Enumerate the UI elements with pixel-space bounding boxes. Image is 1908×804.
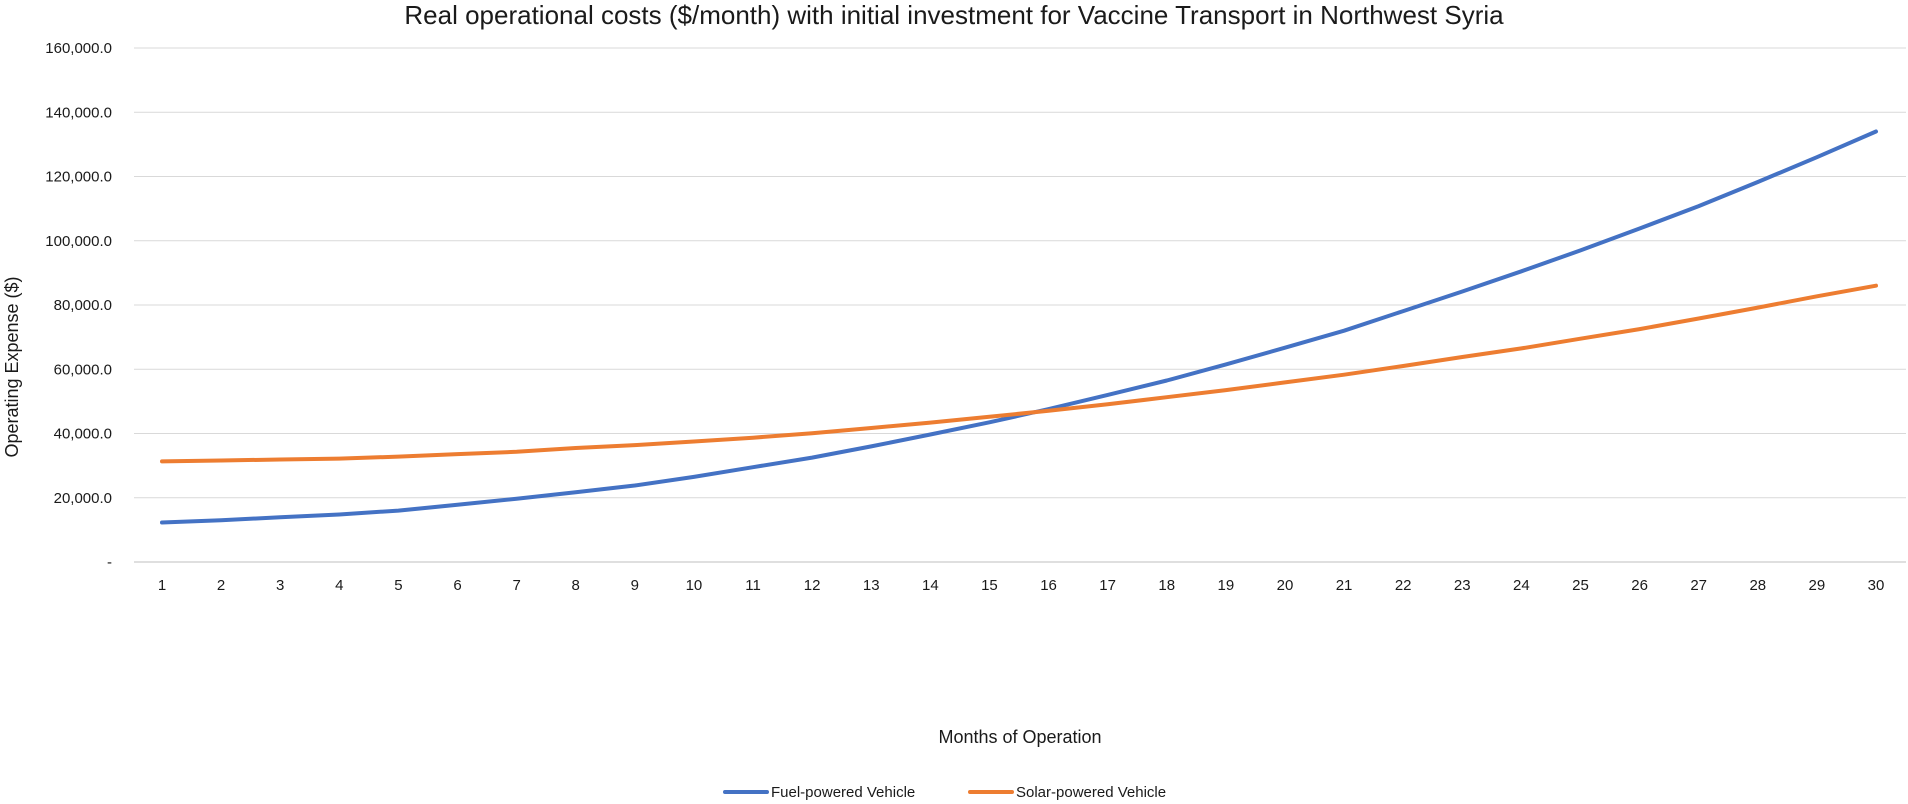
chart-title: Real operational costs ($/month) with in…	[404, 0, 1504, 30]
x-tick-label: 7	[512, 577, 520, 594]
x-tick-label: 25	[1572, 577, 1589, 594]
x-axis-ticks: 1 2 3 4 5 6 7 8 9 10 11 12 13 14 15 16 17 18 19 20 21 22 23 24 2…	[158, 577, 1885, 594]
x-tick-label: 19	[1218, 577, 1235, 594]
x-tick-label: 24	[1513, 577, 1530, 594]
x-tick-label: 14	[922, 577, 939, 594]
x-tick-label: 11	[745, 577, 761, 594]
x-tick-label: 20	[1277, 577, 1294, 594]
y-tick-label: 60,000.0	[54, 361, 112, 378]
series-lines	[160, 129, 1878, 525]
x-tick-label: 9	[631, 577, 639, 594]
y-tick-label: 20,000.0	[54, 490, 112, 507]
x-tick-label: 10	[686, 577, 703, 594]
y-tick-label: 80,000.0	[54, 297, 112, 314]
y-axis-ticks: - 20,000.0 40,000.0 60,000.0 80,000.0 100,000…	[45, 40, 112, 571]
y-tick-label: -	[107, 554, 112, 571]
y-tick-label: 140,000.0	[45, 104, 112, 121]
x-tick-label: 27	[1690, 577, 1707, 594]
x-tick-label: 23	[1454, 577, 1471, 594]
x-tick-label: 6	[453, 577, 461, 594]
x-tick-label: 3	[276, 577, 284, 594]
legend-label-fuel-powered-vehicle: Fuel-powered Vehicle	[771, 784, 915, 801]
y-tick-label: 160,000.0	[45, 40, 112, 57]
x-tick-label: 12	[804, 577, 821, 594]
x-tick-label: 4	[335, 577, 343, 594]
x-tick-label: 5	[394, 577, 402, 594]
y-axis-title: Operating Expense ($)	[2, 276, 22, 457]
series-line-solar-powered-vehicle	[160, 283, 1878, 464]
x-tick-label: 29	[1809, 577, 1826, 594]
series-line-fuel-powered-vehicle	[160, 129, 1878, 525]
y-tick-label: 120,000.0	[45, 169, 112, 186]
x-tick-label: 13	[863, 577, 880, 594]
x-tick-label: 17	[1099, 577, 1116, 594]
legend: Fuel-powered Vehicle Solar-powered Vehicl…	[723, 784, 1166, 801]
y-tick-label: 40,000.0	[54, 426, 112, 443]
x-tick-label: 18	[1158, 577, 1175, 594]
x-tick-label: 22	[1395, 577, 1412, 594]
x-tick-label: 8	[572, 577, 580, 594]
x-tick-label: 26	[1631, 577, 1648, 594]
x-axis-title: Months of Operation	[938, 727, 1101, 747]
x-tick-label: 1	[158, 577, 166, 594]
x-tick-label: 16	[1040, 577, 1057, 594]
y-tick-label: 100,000.0	[45, 233, 112, 250]
x-tick-label: 30	[1868, 577, 1885, 594]
legend-label-solar-powered-vehicle: Solar-powered Vehicle	[1016, 784, 1166, 801]
x-tick-label: 28	[1749, 577, 1766, 594]
x-tick-label: 21	[1336, 577, 1353, 594]
gridlines	[134, 47, 1906, 563]
x-tick-label: 15	[981, 577, 998, 594]
x-tick-label: 2	[217, 577, 225, 594]
